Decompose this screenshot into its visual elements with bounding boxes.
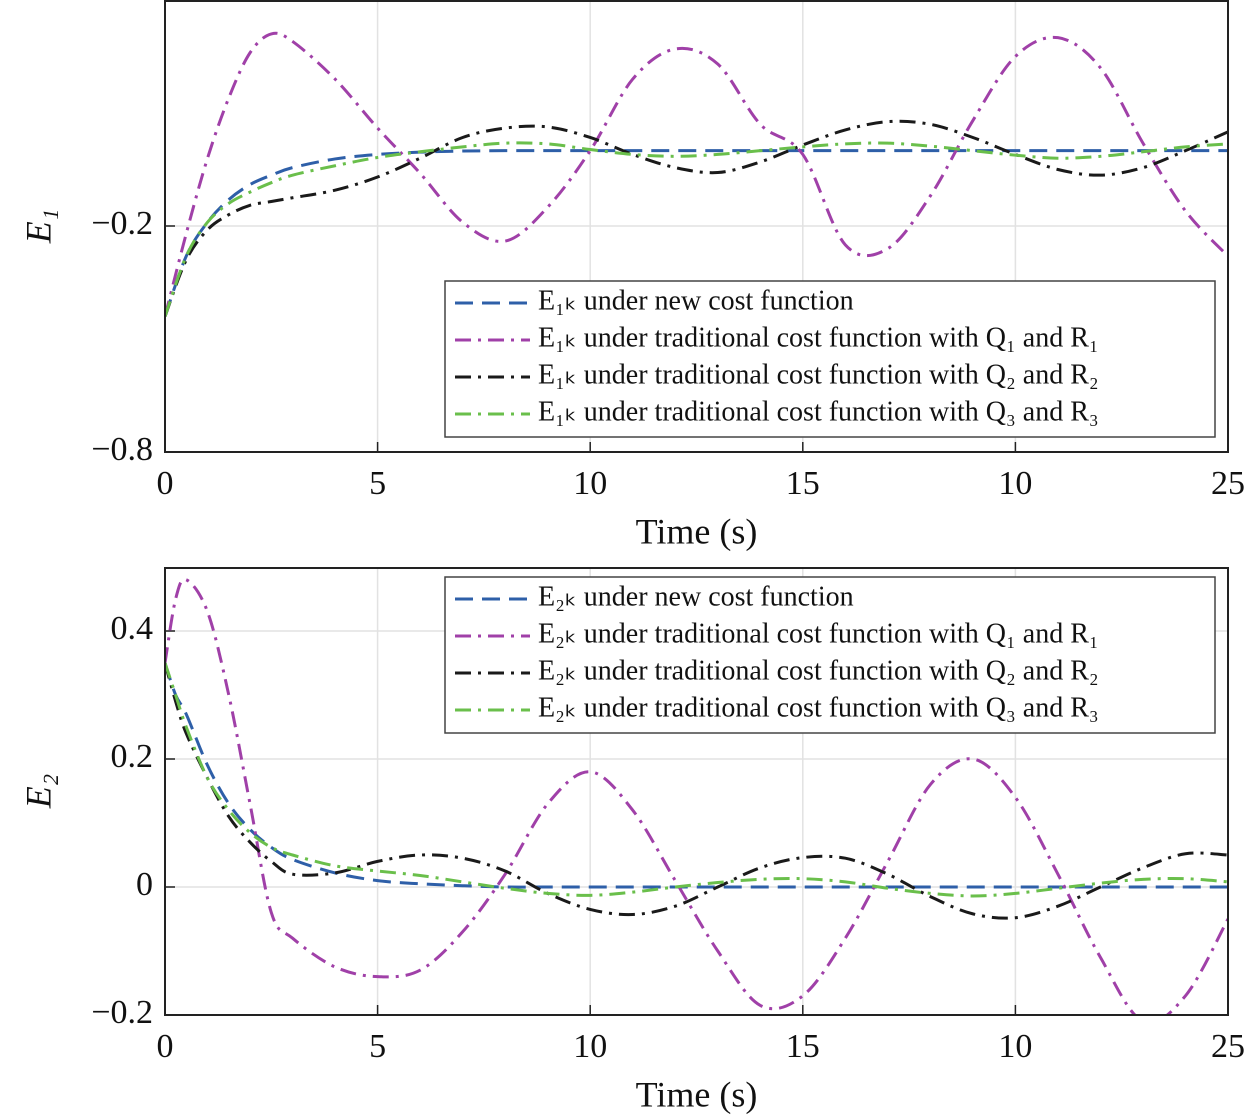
legend-label: E₂ₖ under traditional cost function with…	[538, 655, 1099, 686]
data-line	[165, 31, 1228, 317]
plot-lines	[165, 31, 1228, 317]
legend-label: E₂ₖ under new cost function	[538, 581, 854, 612]
y-tick-label: 0.2	[111, 738, 154, 775]
legend-label: E₁ₖ under traditional cost function with…	[538, 322, 1099, 353]
x-axis-label: Time (s)	[636, 511, 758, 551]
legend-box	[444, 576, 1216, 734]
plot-frame	[164, 567, 1229, 1016]
y-tick-label: −0.2	[91, 205, 153, 242]
x-tick-label: 10	[573, 1028, 607, 1065]
data-line	[165, 662, 1228, 898]
legend-label: E₁ₖ under traditional cost function with…	[538, 359, 1099, 390]
data-line	[165, 141, 1228, 317]
legend-label: E₂ₖ under traditional cost function with…	[538, 692, 1099, 723]
y-tick-label: 0	[136, 866, 153, 903]
x-tick-label: 0	[157, 1028, 174, 1065]
y-axis-label: E₂	[18, 774, 58, 810]
x-tick-label: 10	[573, 465, 607, 502]
x-axis-label: Time (s)	[636, 1074, 758, 1114]
data-line	[165, 119, 1228, 317]
y-tick-label: −0.8	[91, 431, 153, 468]
data-line	[165, 149, 1228, 317]
x-tick-label: 5	[369, 1028, 386, 1065]
x-tick-label: 10	[998, 465, 1032, 502]
data-line	[165, 577, 1228, 1015]
legend-label: E₂ₖ under traditional cost function with…	[538, 618, 1099, 649]
legend-label: E₁ₖ under new cost function	[538, 285, 854, 316]
legend-label: E₁ₖ under traditional cost function with…	[538, 396, 1099, 427]
y-axis-label: E₁	[18, 209, 58, 245]
x-tick-label: 5	[369, 465, 386, 502]
y-tick-label: −0.2	[91, 994, 153, 1031]
x-tick-label: 25	[1211, 465, 1245, 502]
data-line	[165, 662, 1228, 920]
plot-lines	[165, 577, 1228, 1015]
x-tick-label: 15	[786, 1028, 820, 1065]
x-tick-label: 15	[786, 465, 820, 502]
x-tick-label: 25	[1211, 1028, 1245, 1065]
plot-frame	[164, 0, 1229, 453]
legend-box	[444, 280, 1216, 438]
y-tick-label: 0.4	[111, 610, 154, 647]
x-tick-label: 0	[157, 465, 174, 502]
x-tick-label: 10	[998, 1028, 1032, 1065]
